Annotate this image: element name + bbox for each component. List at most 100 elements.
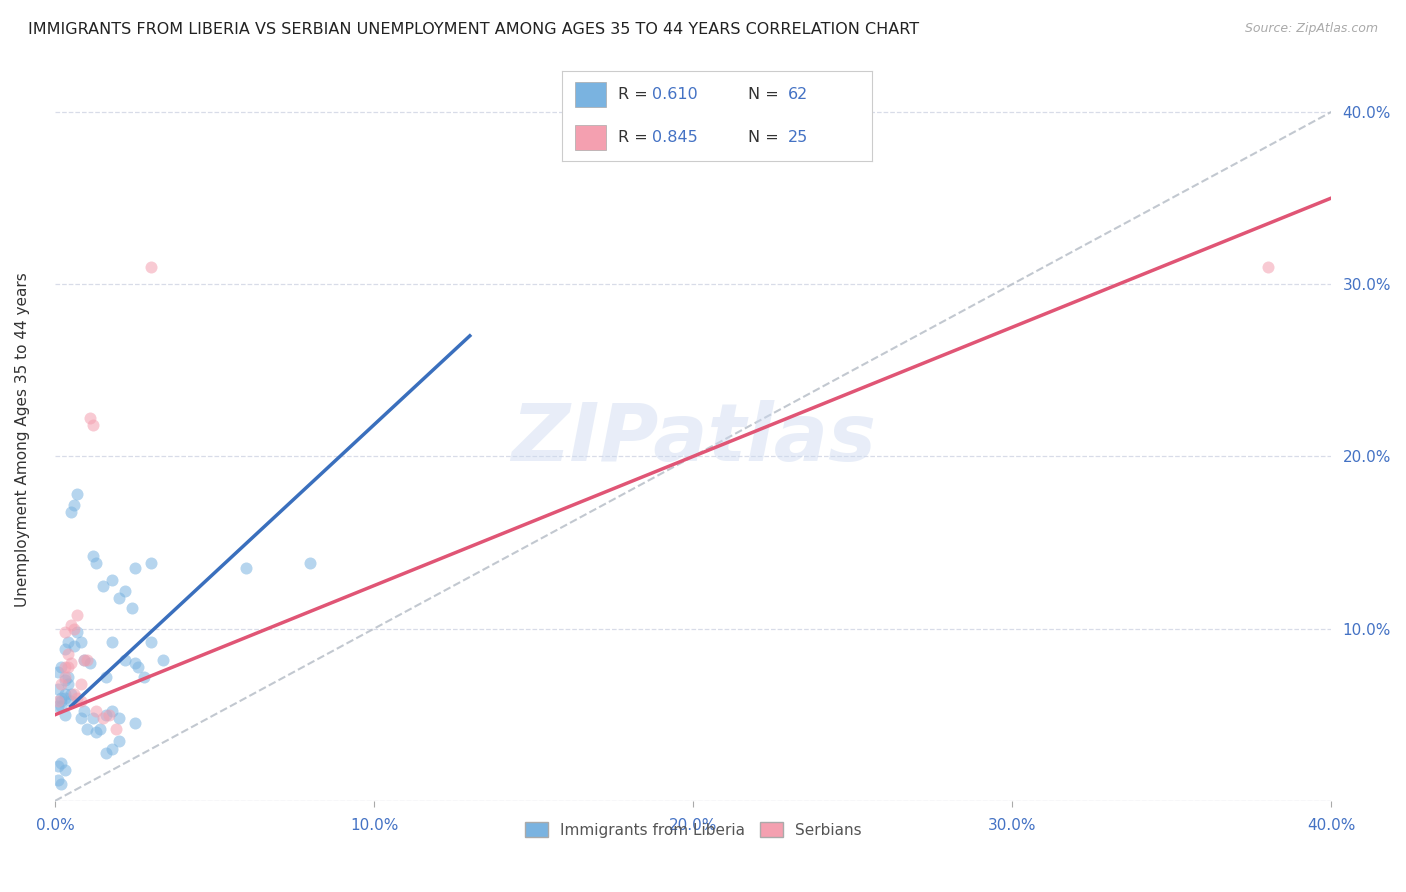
Point bbox=[1257, 260, 1279, 274]
Point bbox=[121, 601, 143, 615]
Point bbox=[82, 418, 104, 433]
Point bbox=[101, 742, 124, 756]
Point bbox=[63, 498, 86, 512]
Point bbox=[108, 711, 131, 725]
Point bbox=[46, 665, 69, 679]
Point bbox=[59, 504, 82, 518]
Point bbox=[76, 722, 98, 736]
Point bbox=[46, 699, 69, 714]
Point bbox=[53, 763, 76, 777]
Point bbox=[94, 707, 117, 722]
Point bbox=[86, 556, 108, 570]
Point bbox=[69, 635, 91, 649]
Point bbox=[59, 694, 82, 708]
Point bbox=[56, 670, 79, 684]
Point bbox=[98, 707, 121, 722]
Point bbox=[46, 759, 69, 773]
Text: R =: R = bbox=[619, 130, 652, 145]
Point bbox=[82, 549, 104, 564]
Text: 0.845: 0.845 bbox=[652, 130, 697, 145]
Point bbox=[63, 622, 86, 636]
Point bbox=[69, 677, 91, 691]
Text: Source: ZipAtlas.com: Source: ZipAtlas.com bbox=[1244, 22, 1378, 36]
Point bbox=[108, 733, 131, 747]
Point bbox=[53, 690, 76, 705]
Text: R =: R = bbox=[619, 87, 652, 102]
Point bbox=[53, 659, 76, 673]
Point bbox=[235, 561, 257, 575]
Point bbox=[56, 635, 79, 649]
Point bbox=[63, 687, 86, 701]
Point bbox=[91, 578, 114, 592]
Point bbox=[73, 704, 96, 718]
Point bbox=[51, 690, 73, 705]
Text: 62: 62 bbox=[789, 87, 808, 102]
Point bbox=[114, 583, 136, 598]
Point bbox=[51, 659, 73, 673]
Point bbox=[46, 694, 69, 708]
Point bbox=[53, 642, 76, 657]
Point bbox=[79, 656, 101, 670]
Point bbox=[82, 711, 104, 725]
Point bbox=[139, 556, 162, 570]
Text: 0.610: 0.610 bbox=[652, 87, 697, 102]
Point bbox=[53, 687, 76, 701]
Point bbox=[66, 625, 89, 640]
Point bbox=[139, 260, 162, 274]
Text: N =: N = bbox=[748, 87, 785, 102]
Point bbox=[134, 670, 156, 684]
Point bbox=[46, 681, 69, 696]
Point bbox=[51, 777, 73, 791]
Legend: Immigrants from Liberia, Serbians: Immigrants from Liberia, Serbians bbox=[519, 815, 868, 844]
Point bbox=[69, 711, 91, 725]
Point bbox=[86, 725, 108, 739]
Point bbox=[51, 694, 73, 708]
Point bbox=[94, 670, 117, 684]
Point bbox=[59, 687, 82, 701]
Point bbox=[53, 625, 76, 640]
Point bbox=[91, 711, 114, 725]
Point bbox=[73, 653, 96, 667]
Point bbox=[101, 704, 124, 718]
Point bbox=[108, 591, 131, 605]
Point bbox=[66, 487, 89, 501]
Point bbox=[59, 656, 82, 670]
Point bbox=[86, 704, 108, 718]
Point bbox=[73, 653, 96, 667]
Point bbox=[63, 639, 86, 653]
Point bbox=[53, 670, 76, 684]
Text: IMMIGRANTS FROM LIBERIA VS SERBIAN UNEMPLOYMENT AMONG AGES 35 TO 44 YEARS CORREL: IMMIGRANTS FROM LIBERIA VS SERBIAN UNEMP… bbox=[28, 22, 920, 37]
Point bbox=[94, 746, 117, 760]
Y-axis label: Unemployment Among Ages 35 to 44 years: Unemployment Among Ages 35 to 44 years bbox=[15, 272, 30, 607]
Point bbox=[51, 756, 73, 770]
Point bbox=[139, 635, 162, 649]
Point bbox=[89, 722, 111, 736]
Point bbox=[69, 694, 91, 708]
Bar bbox=[575, 82, 606, 107]
Point bbox=[104, 722, 127, 736]
Point bbox=[76, 653, 98, 667]
Point bbox=[124, 561, 146, 575]
Text: N =: N = bbox=[748, 130, 785, 145]
Point bbox=[114, 653, 136, 667]
Point bbox=[124, 716, 146, 731]
Point bbox=[51, 677, 73, 691]
Point bbox=[124, 656, 146, 670]
Point bbox=[51, 699, 73, 714]
Point bbox=[56, 648, 79, 662]
Point bbox=[59, 618, 82, 632]
Point bbox=[152, 653, 174, 667]
Point bbox=[53, 707, 76, 722]
Point bbox=[66, 607, 89, 622]
Bar bbox=[575, 125, 606, 150]
Point bbox=[56, 659, 79, 673]
Point bbox=[79, 411, 101, 425]
Text: ZIPatlas: ZIPatlas bbox=[510, 401, 876, 478]
Point bbox=[101, 635, 124, 649]
Point bbox=[299, 556, 322, 570]
Point bbox=[53, 673, 76, 688]
Point bbox=[66, 690, 89, 705]
Point bbox=[46, 773, 69, 788]
Point bbox=[56, 677, 79, 691]
Text: 25: 25 bbox=[789, 130, 808, 145]
